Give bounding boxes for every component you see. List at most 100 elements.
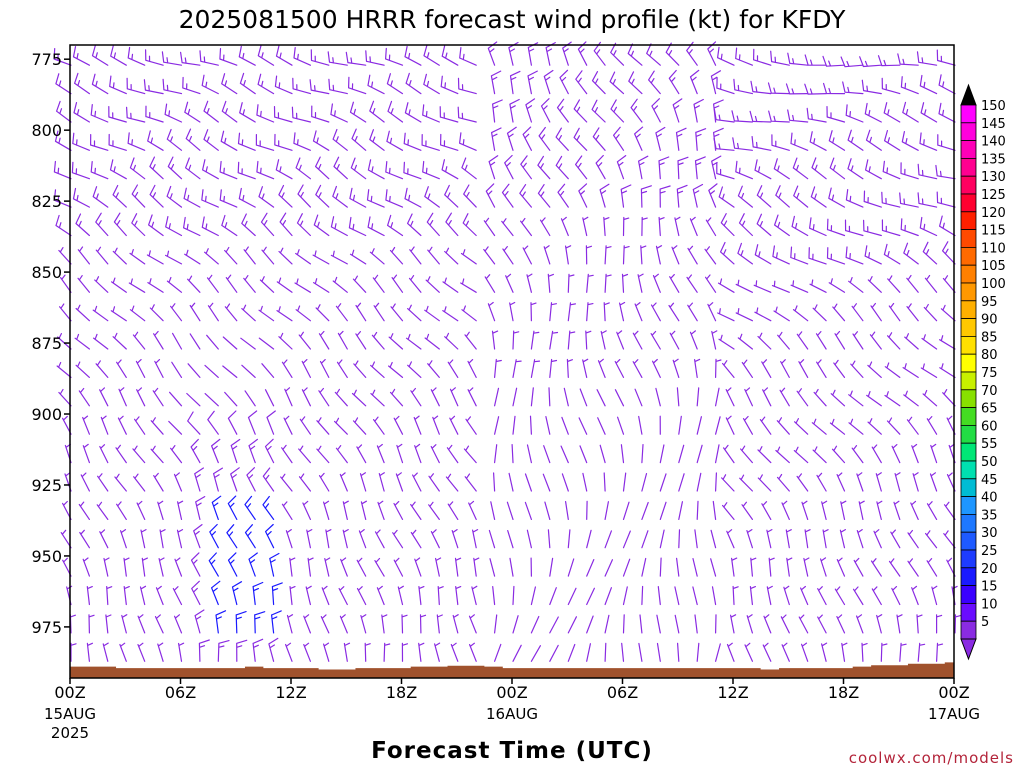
colorbar-tick-label: 60 bbox=[981, 419, 998, 434]
wind-barb bbox=[184, 249, 201, 265]
wind-barb bbox=[391, 274, 404, 293]
wind-barb bbox=[886, 417, 901, 435]
wind-barb bbox=[716, 162, 735, 180]
wind-barb bbox=[221, 214, 238, 237]
wind-barb bbox=[73, 102, 90, 123]
wind-barb bbox=[183, 187, 201, 208]
wind-barb bbox=[315, 156, 330, 180]
wind-barb bbox=[676, 387, 680, 407]
wind-barb bbox=[71, 161, 90, 180]
wind-barb bbox=[72, 46, 90, 66]
wind-barb bbox=[306, 529, 313, 549]
wind-barb bbox=[867, 276, 882, 293]
wind-barb bbox=[781, 642, 790, 662]
wind-barb bbox=[710, 558, 717, 577]
wind-barb bbox=[281, 359, 293, 378]
wind-barb bbox=[783, 585, 790, 606]
wind-barb bbox=[942, 241, 956, 265]
wind-barb bbox=[349, 249, 367, 265]
wind-barb bbox=[355, 331, 367, 350]
x-tick-label: 00Z bbox=[54, 683, 85, 702]
colorbar-segment bbox=[960, 478, 977, 497]
colorbar-tick-label: 50 bbox=[981, 455, 998, 470]
wind-barb bbox=[313, 278, 330, 293]
wind-barb bbox=[80, 472, 90, 492]
wind-barb bbox=[711, 586, 717, 606]
wind-barb bbox=[442, 306, 459, 322]
wind-barb bbox=[82, 557, 90, 577]
wind-barb bbox=[796, 388, 809, 407]
wind-barb bbox=[903, 242, 919, 265]
wind-barb bbox=[241, 364, 256, 378]
wind-barb bbox=[537, 155, 551, 180]
wind-barb bbox=[56, 100, 72, 123]
wind-barb bbox=[917, 192, 938, 208]
wind-barb bbox=[131, 213, 146, 237]
wind-barb bbox=[158, 557, 165, 577]
wind-barb bbox=[82, 443, 90, 464]
wind-barb bbox=[134, 416, 146, 435]
wind-barb bbox=[350, 157, 367, 180]
wind-barb bbox=[870, 558, 882, 577]
wind-barb bbox=[243, 275, 256, 293]
wind-barb bbox=[926, 416, 938, 435]
wind-barb bbox=[235, 611, 247, 634]
wind-barb bbox=[410, 501, 422, 520]
wind-barb bbox=[591, 99, 606, 123]
wind-barb bbox=[488, 155, 499, 180]
wind-barb bbox=[525, 98, 536, 123]
wind-barb bbox=[397, 585, 404, 606]
wind-barb bbox=[311, 105, 330, 123]
wind-barb bbox=[280, 473, 293, 492]
wind-barb bbox=[191, 580, 201, 606]
wind-barb bbox=[252, 638, 264, 662]
wind-barb bbox=[276, 306, 293, 322]
wind-barb bbox=[867, 418, 882, 435]
wind-barb bbox=[617, 416, 625, 435]
wind-barb bbox=[199, 50, 219, 66]
wind-barb bbox=[746, 529, 753, 549]
wind-barb bbox=[808, 247, 827, 265]
wind-barb bbox=[826, 218, 846, 237]
wind-barb bbox=[622, 586, 628, 606]
wind-barb bbox=[757, 332, 772, 350]
wind-barb bbox=[404, 102, 422, 123]
wind-barb bbox=[356, 557, 367, 577]
wind-barb bbox=[91, 45, 109, 66]
wind-barb bbox=[888, 302, 901, 322]
wind-barb bbox=[659, 557, 662, 577]
wind-barb bbox=[796, 473, 809, 492]
wind-barb bbox=[457, 106, 477, 123]
wind-barb bbox=[221, 100, 238, 123]
wind-barb bbox=[780, 614, 790, 634]
wind-barb bbox=[393, 501, 404, 520]
y-tick-label: 875 bbox=[31, 334, 62, 353]
wind-barb bbox=[364, 642, 371, 662]
wind-barb bbox=[767, 82, 790, 95]
wind-barb bbox=[840, 500, 847, 520]
wind-barb bbox=[750, 557, 757, 577]
wind-barb bbox=[271, 582, 283, 606]
wind-barb bbox=[713, 137, 735, 151]
wind-barb bbox=[689, 216, 698, 237]
wind-barb bbox=[187, 411, 201, 435]
wind-barb bbox=[687, 302, 698, 322]
wind-barb bbox=[275, 159, 293, 180]
wind-barb bbox=[461, 305, 477, 322]
wind-barb bbox=[826, 106, 846, 123]
wind-barb bbox=[847, 129, 864, 151]
wind-barb bbox=[105, 614, 112, 634]
wind-barb bbox=[834, 330, 846, 350]
wind-barb bbox=[88, 614, 95, 634]
wind-barb bbox=[319, 359, 330, 378]
wind-barb bbox=[468, 500, 477, 520]
wind-barb bbox=[622, 501, 630, 520]
wind-barb bbox=[520, 155, 532, 180]
wind-barb bbox=[464, 473, 477, 492]
wind-barb bbox=[866, 391, 882, 407]
wind-barb bbox=[389, 246, 404, 265]
wind-barb bbox=[845, 189, 864, 208]
wind-barb bbox=[715, 472, 717, 492]
wind-barb bbox=[881, 191, 901, 208]
